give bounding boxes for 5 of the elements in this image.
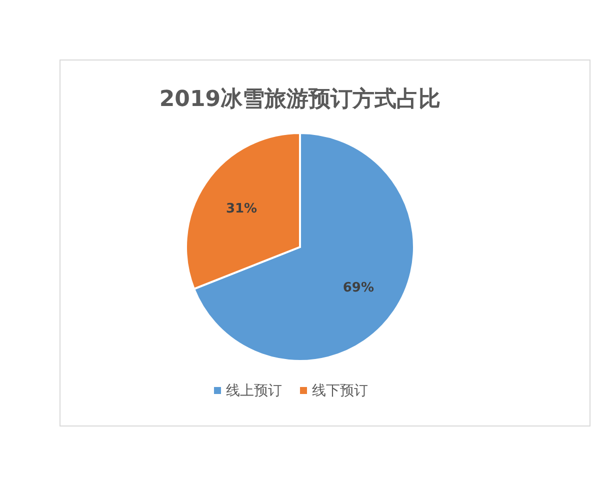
legend-label: 线上预订 [226,383,282,399]
data-label: 31% [226,201,258,216]
data-label: 69% [342,280,374,296]
chart-title: 2019冰雪旅游预订方式占比 [159,86,441,112]
legend-label: 线下预订 [312,383,368,399]
